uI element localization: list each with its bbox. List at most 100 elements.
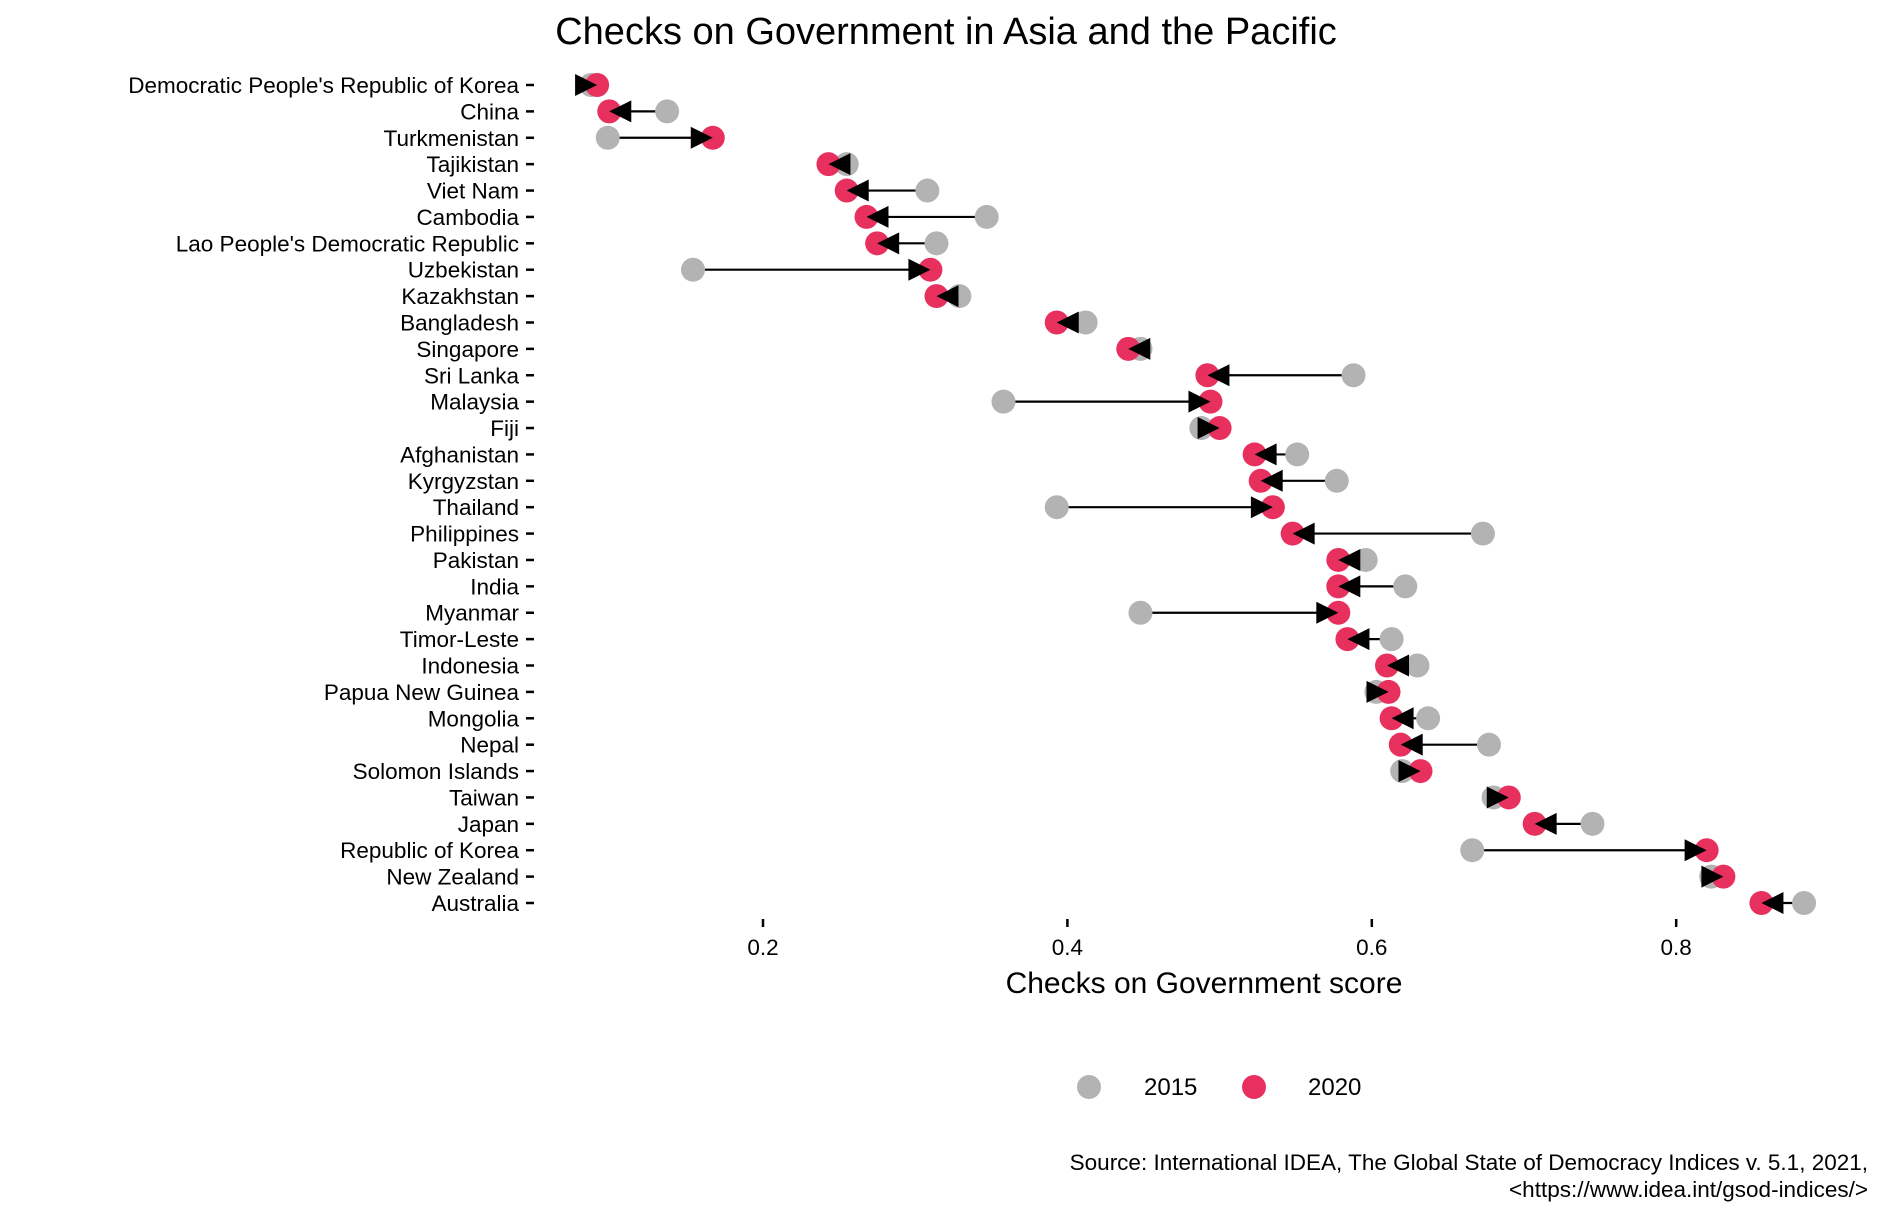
arrowhead bbox=[1188, 390, 1211, 413]
category-label: Thailand bbox=[433, 495, 519, 520]
point-2015 bbox=[1073, 310, 1098, 335]
arrowhead bbox=[1338, 548, 1361, 571]
x-tick-label: 0.6 bbox=[1356, 935, 1387, 960]
arrowhead bbox=[846, 179, 869, 202]
arrowhead bbox=[1400, 733, 1423, 756]
arrowhead bbox=[1056, 311, 1079, 334]
arrowhead bbox=[1128, 337, 1151, 360]
category-label: New Zealand bbox=[386, 865, 519, 890]
point-2015 bbox=[1393, 574, 1418, 599]
chart-title: Checks on Government in Asia and the Pac… bbox=[555, 11, 1337, 53]
arrowhead bbox=[1254, 443, 1277, 466]
point-2015 bbox=[1044, 495, 1069, 520]
arrowhead bbox=[866, 205, 889, 228]
arrowhead bbox=[1534, 812, 1557, 835]
arrowhead bbox=[1197, 417, 1220, 440]
point-2015 bbox=[1470, 521, 1495, 546]
x-tick-label: 0.2 bbox=[747, 935, 778, 960]
category-label: Mongolia bbox=[428, 706, 520, 731]
legend-label-2020: 2020 bbox=[1308, 1074, 1361, 1101]
point-2015 bbox=[924, 231, 949, 256]
arrowhead bbox=[1260, 469, 1283, 492]
arrowhead bbox=[690, 126, 713, 149]
point-2015 bbox=[1416, 706, 1441, 731]
category-label: Malaysia bbox=[430, 390, 519, 415]
category-label: Tajikistan bbox=[426, 152, 519, 177]
category-label: Timor-Leste bbox=[400, 627, 519, 652]
point-2015 bbox=[1128, 600, 1153, 625]
arrowhead bbox=[908, 258, 931, 281]
category-label: Papua New Guinea bbox=[324, 680, 520, 705]
arrowhead bbox=[877, 232, 900, 255]
point-2015 bbox=[1341, 363, 1366, 388]
point-2015 bbox=[1324, 468, 1349, 493]
arrowhead bbox=[1316, 601, 1339, 624]
category-axis: Democratic People's Republic of KoreaChi… bbox=[128, 73, 534, 916]
category-label: China bbox=[460, 99, 519, 124]
point-2015 bbox=[1792, 891, 1817, 915]
category-label: Cambodia bbox=[416, 205, 519, 230]
arrowhead bbox=[1250, 496, 1273, 519]
arrowhead bbox=[1761, 892, 1784, 914]
point-2015 bbox=[655, 99, 680, 124]
x-tick-label: 0.8 bbox=[1661, 935, 1692, 960]
source-line-2: <https://www.idea.int/gsod-indices/> bbox=[1509, 1177, 1868, 1202]
legend-swatch-2015 bbox=[1077, 1075, 1101, 1099]
point-2015 bbox=[1405, 653, 1430, 678]
arrowhead bbox=[1338, 575, 1361, 598]
point-2015 bbox=[991, 389, 1016, 414]
segments-layer bbox=[577, 83, 1805, 905]
legend-swatch-2020 bbox=[1242, 1075, 1266, 1099]
category-label: Bangladesh bbox=[400, 310, 519, 335]
point-2015 bbox=[974, 204, 999, 229]
point-2015 bbox=[680, 257, 705, 282]
x-axis-label: Checks on Government score bbox=[1006, 967, 1403, 1000]
category-label: Afghanistan bbox=[400, 442, 519, 467]
legend-label-2015: 2015 bbox=[1144, 1074, 1197, 1101]
arrowhead bbox=[1486, 786, 1509, 809]
arrowhead bbox=[1684, 839, 1707, 862]
category-label: Lao People's Democratic Republic bbox=[176, 231, 519, 256]
category-label: Sri Lanka bbox=[424, 363, 520, 388]
arrowhead bbox=[1347, 628, 1370, 651]
source-line-1: Source: International IDEA, The Global S… bbox=[1070, 1150, 1868, 1175]
category-label: Kazakhstan bbox=[401, 284, 519, 309]
x-axis: 0.2 0.4 0.6 0.8 bbox=[747, 919, 1692, 960]
arrowhead bbox=[828, 153, 851, 176]
point-2015 bbox=[1379, 627, 1404, 652]
x-tick-label: 0.4 bbox=[1052, 935, 1083, 960]
arrowhead bbox=[575, 74, 598, 96]
arrows-layer bbox=[575, 74, 1784, 914]
category-label: Indonesia bbox=[421, 654, 519, 679]
category-label: Republic of Korea bbox=[340, 838, 519, 863]
point-2015 bbox=[1285, 442, 1310, 467]
arrowhead bbox=[1292, 522, 1315, 545]
arrowhead bbox=[1398, 760, 1421, 783]
category-label: Singapore bbox=[416, 337, 519, 362]
category-label: Pakistan bbox=[433, 548, 519, 573]
category-label: Uzbekistan bbox=[408, 258, 519, 283]
point-2015 bbox=[595, 125, 620, 150]
point-2015 bbox=[915, 178, 940, 203]
category-label: Taiwan bbox=[449, 785, 519, 810]
category-label: Democratic People's Republic of Korea bbox=[128, 73, 519, 98]
category-label: Viet Nam bbox=[427, 179, 519, 204]
arrowhead bbox=[1207, 364, 1230, 387]
points-layer bbox=[579, 73, 1817, 915]
arrowhead bbox=[609, 100, 632, 123]
legend: 2015 2020 bbox=[1077, 1074, 1361, 1101]
category-label: Solomon Islands bbox=[353, 759, 519, 784]
arrowhead bbox=[1366, 680, 1389, 703]
point-2015 bbox=[1580, 811, 1605, 836]
point-2015 bbox=[1476, 732, 1501, 757]
category-label: Fiji bbox=[490, 416, 519, 441]
category-label: Philippines bbox=[410, 522, 519, 547]
category-label: Turkmenistan bbox=[384, 126, 519, 151]
arrowhead bbox=[936, 285, 959, 308]
category-label: Japan bbox=[458, 812, 519, 837]
arrowhead bbox=[1391, 707, 1414, 730]
category-label: Australia bbox=[431, 891, 519, 916]
category-label: Nepal bbox=[460, 733, 519, 758]
category-label: Myanmar bbox=[425, 601, 519, 626]
